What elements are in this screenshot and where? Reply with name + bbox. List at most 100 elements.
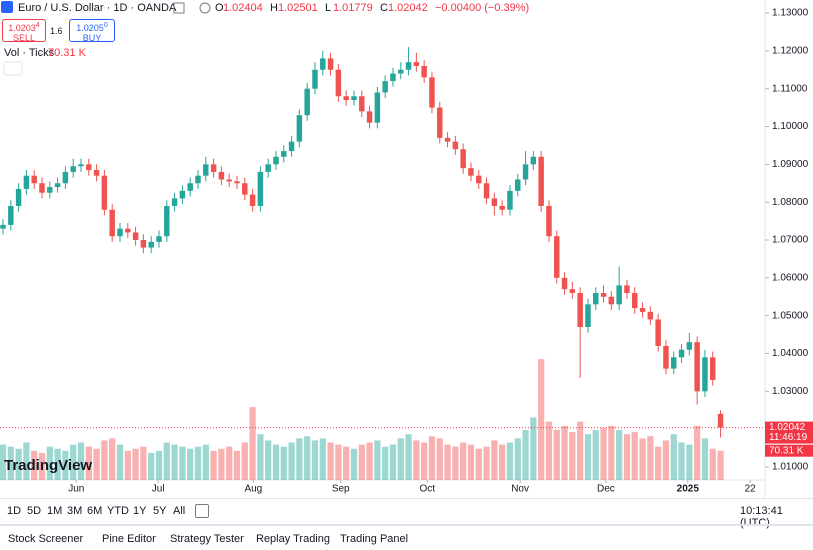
candle-body: [203, 164, 209, 176]
volume-bar: [296, 438, 303, 480]
candle-body: [86, 164, 92, 171]
candle-body: [359, 96, 365, 112]
volume-bar: [389, 444, 397, 480]
volume-bar: [85, 446, 92, 480]
candle-body: [632, 292, 638, 309]
volume-bar: [631, 432, 638, 480]
period-button[interactable]: 6M: [87, 505, 103, 517]
ohlc: O 1.02404 H 1.02501 L 1.01779 C 1.02042: [215, 2, 428, 14]
volume-bar: [179, 446, 186, 480]
candle-body: [101, 175, 108, 210]
period-button[interactable]: 5Y: [153, 505, 167, 517]
volume-bar: [522, 430, 529, 480]
panel-tab[interactable]: Pine Editor: [102, 533, 156, 545]
period-button[interactable]: 1Y: [133, 505, 147, 517]
volume-bar: [545, 421, 553, 480]
candle-body: [585, 304, 591, 328]
volume-bar: [717, 450, 724, 480]
candle-body: [93, 170, 100, 176]
y-tick-label: 1.05000: [772, 310, 809, 321]
volume-bar: [327, 442, 334, 480]
panel-tab[interactable]: Stock Screener: [8, 533, 84, 545]
x-tick-label: Nov: [511, 484, 529, 495]
calendar-icon[interactable]: [195, 504, 209, 518]
candle-body: [312, 69, 318, 89]
candle-body: [327, 58, 334, 70]
eye-icon[interactable]: [199, 2, 211, 14]
panel-tab[interactable]: Strategy Tester: [170, 533, 244, 545]
volume-bar: [31, 450, 38, 480]
buy-button[interactable]: 1.02050 BUY: [69, 19, 115, 43]
volume-bar: [335, 444, 342, 480]
clock: 10:13:41 (UTC): [740, 505, 783, 529]
candle-body: [694, 342, 700, 392]
volume-bar: [655, 446, 662, 480]
toggle-icon[interactable]: [173, 2, 185, 14]
candle-body: [148, 241, 154, 248]
candle-body: [8, 205, 14, 225]
candle-body: [382, 81, 388, 93]
y-tick-label: 1.12000: [772, 45, 809, 56]
x-tick-label: Dec: [597, 484, 615, 495]
candle-body: [109, 209, 115, 237]
volume-bar: [686, 444, 693, 480]
x-tick-label: Sep: [332, 484, 350, 495]
candle-body: [639, 308, 646, 312]
candle-body: [507, 190, 513, 210]
y-tick-label: 1.11000: [772, 83, 808, 94]
period-button[interactable]: YTD: [107, 505, 129, 517]
candle-body: [616, 285, 622, 305]
candle-body: [23, 175, 30, 189]
candle-body: [343, 96, 349, 101]
volume-bar: [109, 438, 116, 480]
candle-body: [593, 292, 599, 305]
candle-body: [117, 228, 123, 237]
ohlc-value: 1.02404: [223, 2, 263, 14]
volume-bar: [647, 436, 654, 480]
period-button[interactable]: 1M: [47, 505, 63, 517]
x-tick-label: Jun: [68, 484, 84, 495]
y-tick-label: 1.08000: [772, 197, 809, 208]
volume-bar: [210, 450, 217, 480]
volume-bar: [194, 446, 202, 480]
candle-body: [546, 205, 552, 237]
candle-body: [686, 342, 693, 350]
candle-body: [320, 58, 326, 70]
volume-bar: [421, 442, 428, 480]
volume-bar: [538, 359, 545, 480]
candle-body: [265, 164, 271, 172]
ohlc-label: H: [270, 2, 278, 14]
volume-bar: [491, 440, 498, 480]
candle-body: [39, 183, 45, 193]
panel-tab[interactable]: Trading Panel: [340, 533, 409, 545]
volume-bar: [15, 448, 22, 480]
volume-bar: [709, 448, 716, 480]
panel-tab[interactable]: Replay Trading: [256, 533, 330, 545]
candle-body: [179, 190, 186, 199]
y-tick-label: 1.06000: [772, 272, 809, 283]
period-button[interactable]: 5D: [27, 505, 42, 517]
volume-bar: [241, 442, 248, 480]
candle-body: [390, 73, 396, 82]
candle-body: [405, 62, 412, 70]
candle-body: [47, 187, 53, 193]
period-button[interactable]: 3M: [67, 505, 83, 517]
volume-bar: [444, 444, 451, 480]
candle-body: [600, 292, 607, 297]
volume-bar: [475, 448, 482, 480]
volume-bar: [506, 442, 514, 480]
candle-body: [561, 277, 568, 290]
volume-bar: [148, 452, 155, 480]
divider: [0, 498, 813, 499]
volume-badge: [765, 444, 813, 457]
candle-body: [125, 228, 131, 233]
collapse-button[interactable]: [3, 61, 23, 76]
sell-button[interactable]: 1.02034 SELL: [2, 19, 46, 43]
candle-body: [554, 236, 560, 278]
period-button[interactable]: All: [173, 505, 186, 517]
candle-body: [515, 179, 521, 191]
volume-bar: [163, 442, 170, 480]
period-button[interactable]: 1D: [7, 505, 22, 517]
volume-bar: [701, 438, 709, 480]
volume-bar: [38, 452, 46, 480]
